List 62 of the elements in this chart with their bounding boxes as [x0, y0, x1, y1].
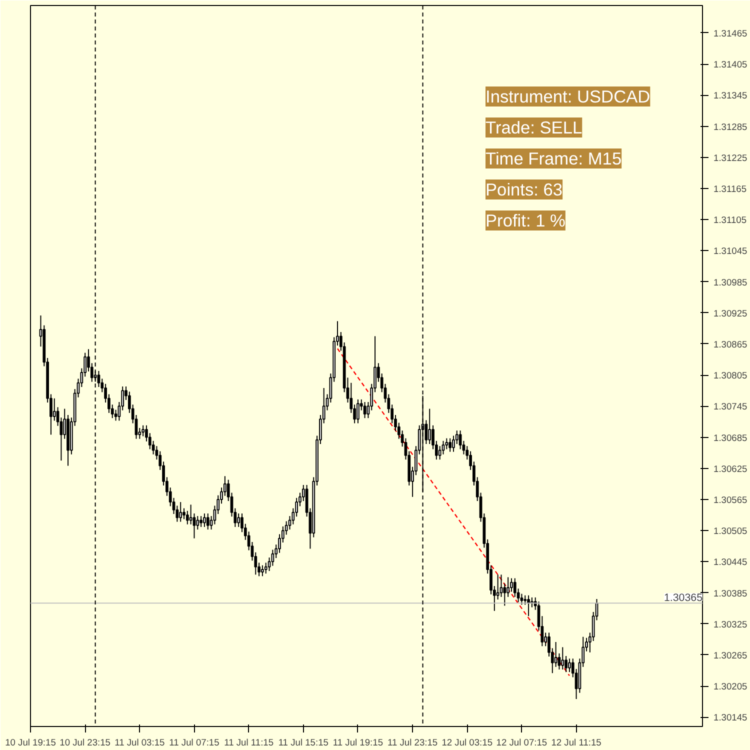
candlestick [261, 564, 264, 577]
y-tick-label: 1.30385 [714, 588, 748, 598]
candlestick [503, 582, 506, 606]
x-tick-label: 11 Jul 15:15 [278, 738, 328, 748]
y-tick-label: 1.30445 [714, 557, 748, 568]
y-tick-label: 1.31345 [714, 90, 748, 101]
annotation: Trade: SELL [486, 118, 583, 138]
y-tick-label: 1.31045 [714, 246, 748, 256]
candlestick [52, 398, 56, 422]
annotation: Points: 63 [486, 180, 563, 200]
x-tick-label: 10 Jul 19:15 [5, 738, 56, 748]
y-tick-label: 1.30565 [714, 494, 748, 505]
annotation: Time Frame: M15 [486, 148, 622, 168]
y-tick-label: 1.30925 [714, 308, 748, 318]
candlestick [179, 502, 182, 522]
y-tick-label: 1.30625 [714, 464, 748, 474]
x-tick-label: 11 Jul 23:15 [387, 738, 438, 748]
y-tick-label: 1.31405 [714, 60, 748, 70]
candlestick [196, 516, 200, 530]
candlestick [356, 398, 360, 424]
candlestick [554, 642, 558, 668]
y-tick-label: 1.30865 [714, 339, 748, 350]
candlestick [500, 574, 503, 598]
candlestick [200, 516, 202, 528]
y-tick-label: 1.30805 [714, 370, 748, 381]
x-tick-label: 12 Jul 11:15 [551, 738, 602, 748]
candlestick [206, 512, 210, 530]
candlestick [237, 512, 240, 528]
y-tick-label: 1.30685 [714, 432, 748, 443]
y-tick-label: 1.30205 [714, 682, 748, 692]
candlestick [363, 402, 366, 419]
y-tick-label: 1.30325 [714, 619, 748, 630]
candlestick [568, 658, 571, 673]
x-tick-label: 11 Jul 19:15 [332, 738, 384, 748]
annotation: Profit: 1 % [486, 210, 566, 230]
candlestick [203, 512, 206, 528]
y-tick-label: 1.31285 [714, 122, 748, 132]
x-tick-label: 11 Jul 03:15 [114, 738, 165, 748]
candlestick [189, 504, 192, 525]
ref-line-label: 1.30365 [664, 592, 703, 604]
y-tick-label: 1.30145 [714, 712, 748, 723]
candlestick [448, 438, 452, 452]
candlestick [561, 646, 564, 670]
x-tick-label: 12 Jul 03:15 [442, 738, 493, 748]
y-tick-label: 1.31465 [714, 28, 748, 38]
y-tick-label: 1.30745 [714, 402, 748, 412]
y-tick-label: 1.30505 [714, 526, 748, 536]
candlestick [496, 574, 500, 600]
x-tick-label: 11 Jul 07:15 [169, 738, 220, 748]
x-tick-label: 12 Jul 07:15 [496, 738, 548, 748]
y-tick-label: 1.30265 [714, 650, 748, 660]
annotation: Instrument: USDCAD [486, 86, 650, 106]
x-tick-label: 11 Jul 11:15 [224, 738, 274, 748]
y-tick-label: 1.31165 [714, 184, 747, 194]
x-tick-label: 10 Jul 23:15 [60, 738, 110, 748]
candlestick [142, 424, 145, 437]
candlestick [506, 576, 510, 598]
y-tick-label: 1.31225 [714, 152, 748, 163]
y-tick-label: 1.31105 [714, 215, 747, 226]
y-tick-label: 1.30985 [714, 277, 748, 288]
candlestick [428, 408, 432, 445]
candlestick [524, 594, 527, 606]
